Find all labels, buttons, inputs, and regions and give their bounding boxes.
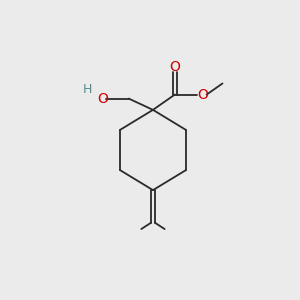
Text: O: O xyxy=(169,60,180,74)
Text: O: O xyxy=(97,92,108,106)
Text: H: H xyxy=(82,83,92,96)
Text: O: O xyxy=(197,88,208,101)
